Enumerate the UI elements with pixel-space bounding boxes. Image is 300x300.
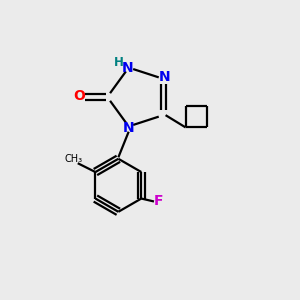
Text: N: N [159,70,170,84]
Text: F: F [154,194,164,208]
Text: O: O [73,89,85,103]
Text: N: N [123,121,134,135]
Text: H: H [114,56,124,69]
Text: CH₃: CH₃ [64,154,83,164]
Text: N: N [122,61,133,75]
